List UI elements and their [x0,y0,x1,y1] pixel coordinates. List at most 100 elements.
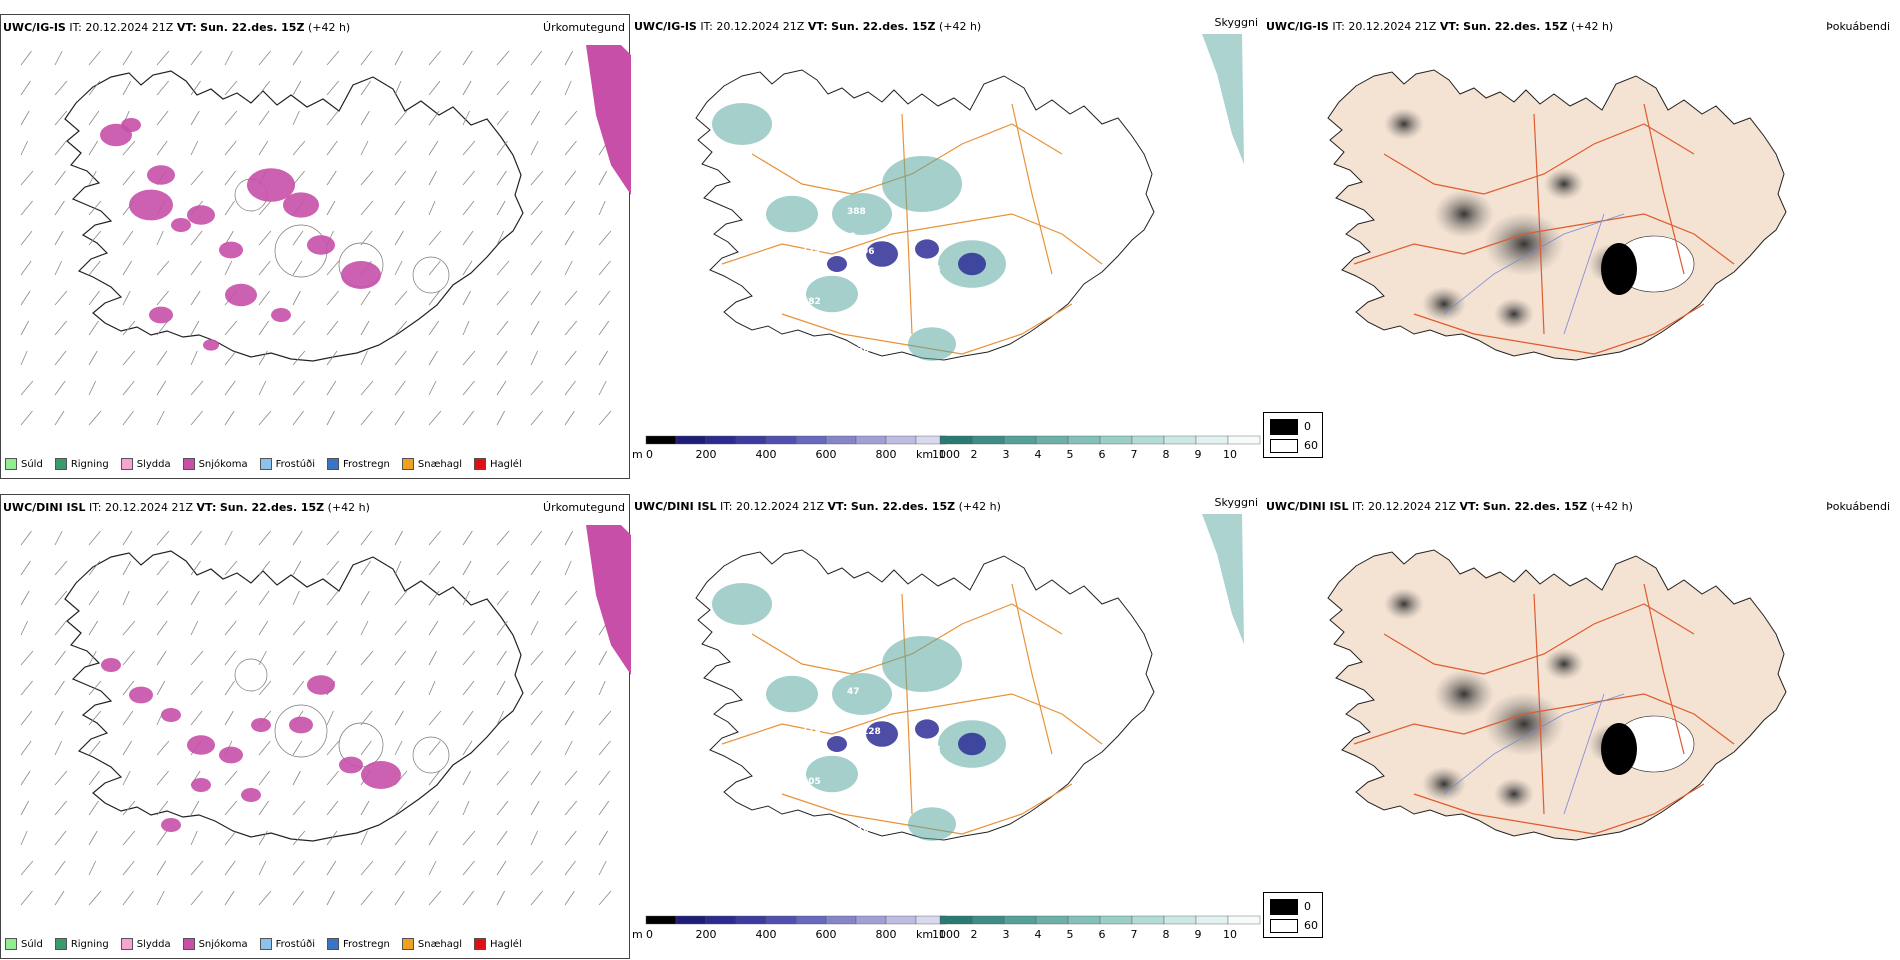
visibility-area [806,755,858,793]
wind-barb [496,620,508,636]
wind-barb [462,260,473,276]
height-bar-tick: 0 [646,928,653,941]
river-line [1563,693,1605,815]
wind-barb [394,230,404,246]
wind-barb [326,350,338,366]
wind-barb [292,110,300,126]
legend-item: Snæhagl [401,938,462,950]
vis-bar-cell [1131,915,1165,925]
cloud-base-label: 103 [862,307,881,317]
legend-swatch [259,458,272,470]
wind-barb [428,260,441,276]
wind-barb [156,560,169,576]
legend-swatch [401,938,414,950]
wind-barb [530,680,544,696]
wind-barb [122,860,135,876]
wind-barb [564,770,578,786]
low-cloud-area [958,252,986,276]
wind-barb [326,410,335,426]
cloud-base-label: 138 [807,749,826,759]
wind-barb [564,110,578,126]
wind-barb [156,890,165,906]
wind-barb [54,680,65,696]
wind-barb [462,110,470,126]
wind-barb [54,860,66,876]
vis-bar-cell [1067,915,1101,925]
wind-barb [20,260,32,276]
wind-barb [462,140,476,156]
height-bar-tick: 1000 [932,928,960,941]
wind-barb [530,710,543,726]
fog-legend-top: 0 60 [1263,412,1323,458]
wind-barb [292,770,301,786]
vis-bar-cell [1163,435,1197,445]
legend-item: Frostúði [259,938,315,950]
wind-barb [360,230,373,246]
wind-barb [462,230,474,246]
wind-barb [258,140,269,156]
wind-barb [88,380,97,396]
fog-map [1327,549,1787,841]
wind-barb [122,50,133,66]
low-cloud-area [866,241,898,267]
vis-bar-cell [1131,435,1165,445]
wind-barb [258,860,267,876]
wind-barb [156,260,170,276]
snow-area [219,746,243,764]
legend-swatch [5,938,17,950]
fog-core [1601,723,1637,775]
wind-barb [190,560,201,576]
wind-barb [54,890,65,906]
height-bar-tick: 0 [646,448,653,461]
wind-barb [292,140,306,156]
cloud-base-label: 20 [807,269,820,279]
legend-label: Frostregn [343,938,390,950]
wind-barb [564,290,578,306]
panel-title: UWC/IG-IS IT: 20.12.2024 21Z VT: Sun. 22… [1266,20,1614,33]
wind-barb [428,770,441,786]
wind-barb [190,80,201,96]
vis-bar-tick: 6 [1099,448,1106,461]
height-bar-cell [645,915,677,925]
wind-barb [88,770,100,786]
visibility-area [908,807,956,841]
wind-barb [428,230,442,246]
legend-swatch [120,938,133,950]
wind-barb [54,410,65,426]
cloud-base-label: 80 [847,865,860,875]
wind-barb [428,800,440,816]
wind-barb [428,650,437,666]
wind-barb [462,680,475,696]
wind-barb [496,50,510,66]
wind-barb [394,290,408,306]
wind-barb [258,320,269,336]
wind-barb [224,530,233,546]
wind-barb [326,170,337,186]
wind-barb [156,530,170,546]
wind-barb [258,350,268,366]
vis-bar-cell [1227,915,1261,925]
wind-barb [496,320,509,336]
wind-barb [360,50,372,66]
wind-barb [462,290,471,306]
wind-barb [54,800,67,816]
snow-area [121,118,141,132]
visibility-area [806,275,858,313]
wind-barb [428,860,437,876]
fog-area [1384,588,1424,620]
wind-barb [122,380,135,396]
vis-bar-tick: 1 [939,448,946,461]
wind-barb [598,710,612,726]
wind-barb [496,590,509,606]
height-bar-tick: 400 [756,928,777,941]
vis-bar-cell [1067,435,1101,445]
legend-label: Slydda [136,458,171,470]
wind-barb [598,860,607,876]
wind-barb [224,830,237,846]
wind-barb [224,620,237,636]
precip-legend: Súld Rigning Slydda Snjókoma Frostúði Frostre… [5,454,534,474]
wind-barb [564,410,575,426]
cloud-base-label: 560 [887,289,906,299]
visibility-area [766,675,818,713]
snow-area [307,235,335,255]
